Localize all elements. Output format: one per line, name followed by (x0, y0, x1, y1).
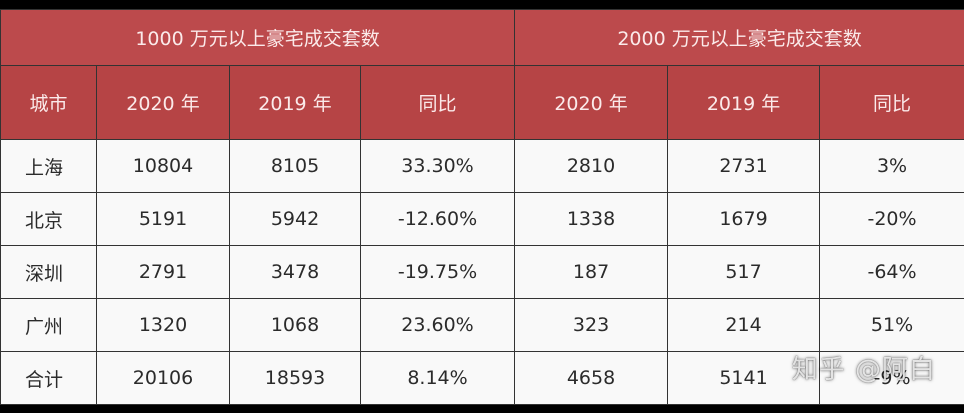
table-row-total: 合计 20106 18593 8.14% 4658 5141 -9% (0, 351, 964, 405)
cell-value: 2791 (96, 245, 230, 299)
cell-value: 1068 (229, 298, 361, 352)
cell-value: 33.30% (359, 139, 516, 193)
cell-city: 深圳 (0, 245, 97, 299)
cell-value: -12.60% (359, 192, 516, 246)
cell-city: 合计 (0, 351, 97, 405)
column-header-2019-1000w: 2019 年 (229, 65, 361, 140)
cell-value: 4658 (514, 351, 669, 405)
column-header-row: 城市 2020 年 2019 年 同比 2020 年 2019 年 同比 (0, 65, 964, 140)
column-header-2020-1000w: 2020 年 (96, 65, 230, 140)
cell-value: 187 (514, 245, 669, 299)
cell-value: 2810 (514, 139, 669, 193)
cell-value: 1338 (514, 192, 669, 246)
cell-value: 8105 (229, 139, 361, 193)
cell-value: 23.60% (359, 298, 516, 352)
cell-value: 51% (819, 298, 964, 352)
column-header-yoy-2000w: 同比 (819, 65, 964, 140)
table-row: 深圳 2791 3478 -19.75% 187 517 -64% (0, 245, 964, 299)
cell-value: 5191 (96, 192, 230, 246)
cell-value: 2731 (667, 139, 821, 193)
cell-value: 18593 (229, 351, 361, 405)
cell-value: 214 (667, 298, 821, 352)
cell-city: 北京 (0, 192, 97, 246)
column-header-yoy-1000w: 同比 (359, 65, 516, 140)
table-row: 上海 10804 8105 33.30% 2810 2731 3% (0, 139, 964, 193)
cell-city: 广州 (0, 298, 97, 352)
cell-value: -20% (819, 192, 964, 246)
cell-value: -9% (819, 351, 964, 405)
column-header-2019-2000w: 2019 年 (667, 65, 821, 140)
cell-value: 1320 (96, 298, 230, 352)
cell-value: 20106 (96, 351, 230, 405)
cell-city: 上海 (0, 139, 97, 193)
cell-value: 3% (819, 139, 964, 193)
group-header-1000w: 1000 万元以上豪宅成交套数 (0, 9, 516, 66)
cell-value: 8.14% (359, 351, 516, 405)
cell-value: 5942 (229, 192, 361, 246)
luxury-home-sales-table: 1000 万元以上豪宅成交套数 2000 万元以上豪宅成交套数 城市 2020 … (0, 9, 964, 405)
column-header-city: 城市 (0, 65, 97, 140)
table-row: 广州 1320 1068 23.60% 323 214 51% (0, 298, 964, 352)
group-header-2000w: 2000 万元以上豪宅成交套数 (514, 9, 964, 66)
cell-value: -19.75% (359, 245, 516, 299)
cell-value: 10804 (96, 139, 230, 193)
zhihu-watermark: 知乎 @阿白 (791, 355, 936, 385)
column-header-2020-2000w: 2020 年 (514, 65, 669, 140)
cell-value: -64% (819, 245, 964, 299)
cell-value: 5141 (667, 351, 821, 405)
cell-value: 1679 (667, 192, 821, 246)
cell-value: 517 (667, 245, 821, 299)
table-row: 北京 5191 5942 -12.60% 1338 1679 -20% (0, 192, 964, 246)
cell-value: 323 (514, 298, 669, 352)
cell-value: 3478 (229, 245, 361, 299)
table-image: 1000 万元以上豪宅成交套数 2000 万元以上豪宅成交套数 城市 2020 … (0, 9, 964, 405)
group-header-row: 1000 万元以上豪宅成交套数 2000 万元以上豪宅成交套数 (0, 9, 964, 66)
